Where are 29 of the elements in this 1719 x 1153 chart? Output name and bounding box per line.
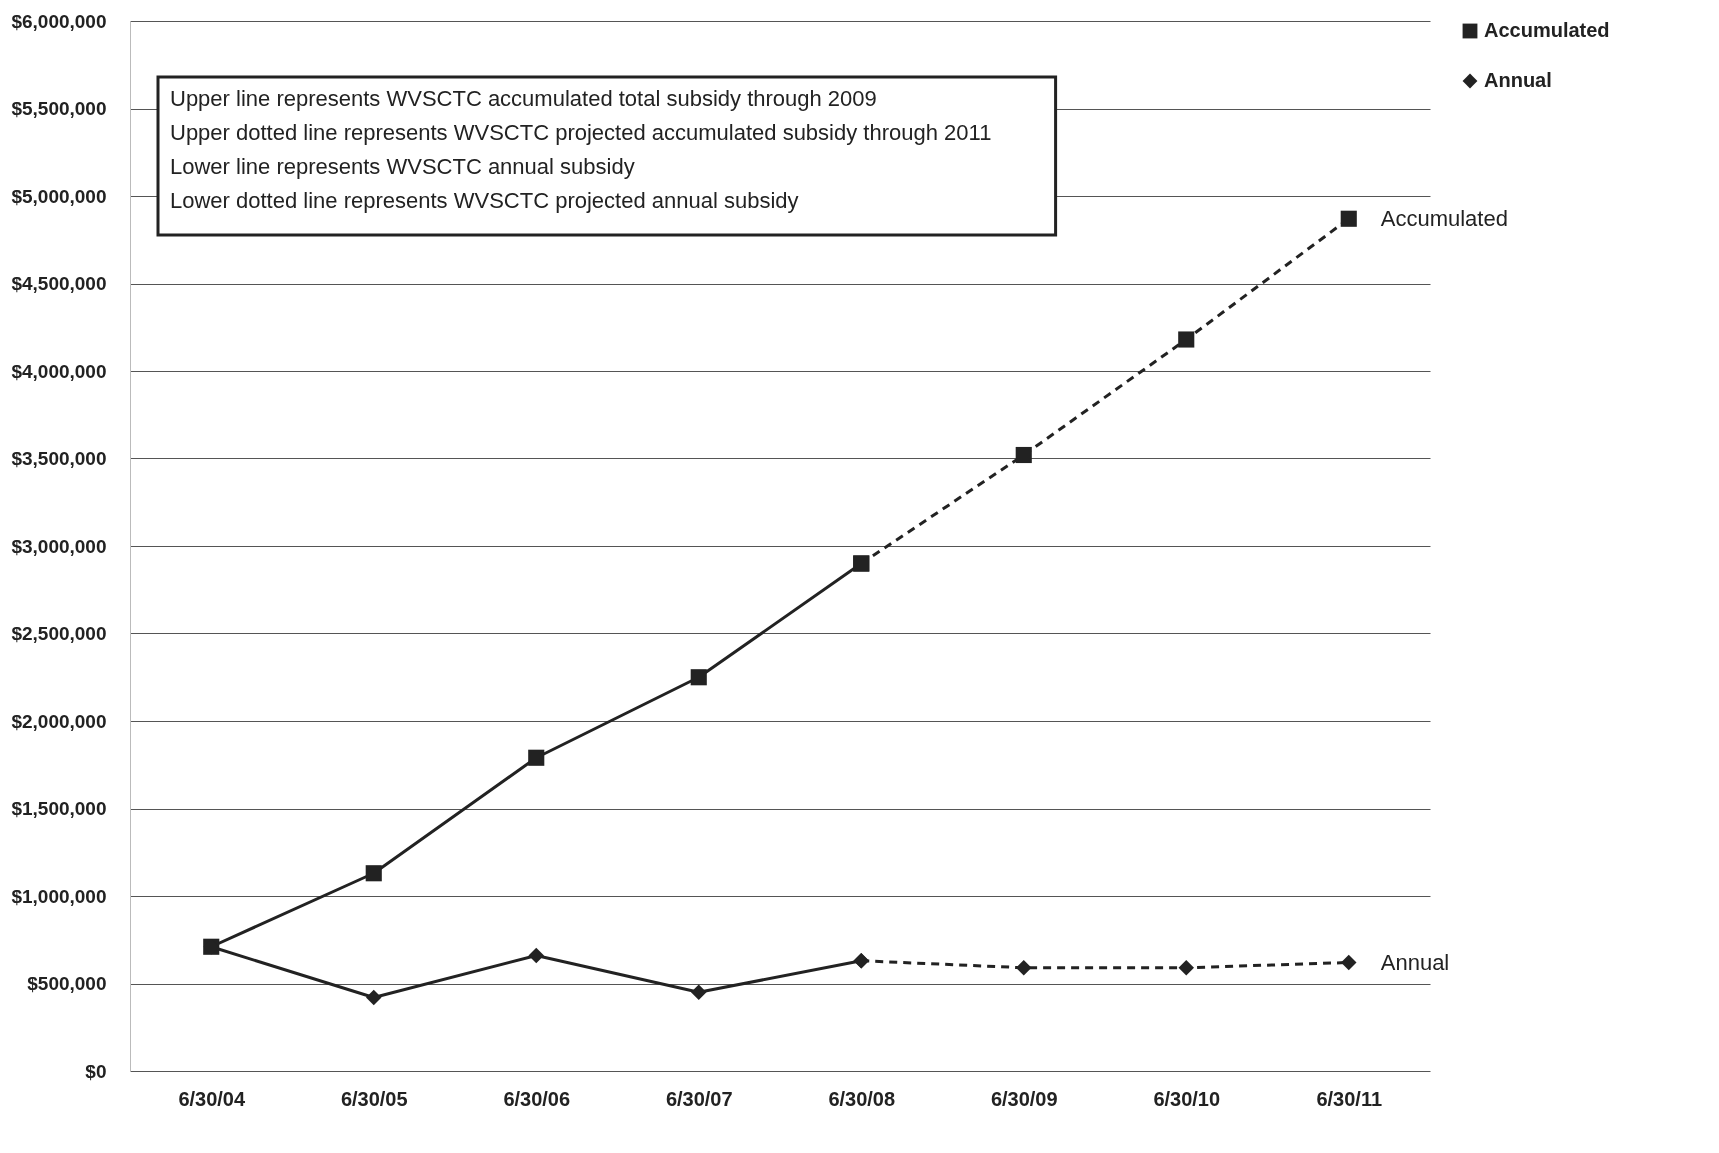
annotation: Lower line represents WVSCTC annual subsidy bbox=[170, 154, 635, 179]
annotation: Accumulated bbox=[1380, 205, 1508, 231]
y-tick-label: $1,500,000 bbox=[11, 798, 107, 819]
annotation: Upper line represents WVSCTC accumulated total subsidy through 2009 bbox=[170, 86, 877, 111]
y-tick-label: $0 bbox=[85, 1060, 107, 1082]
x-tick-label: 6/30/06 bbox=[503, 1087, 571, 1110]
annotation: Annual bbox=[1380, 949, 1450, 975]
x-tick-label: 6/30/07 bbox=[665, 1087, 733, 1110]
legend-label: Annual bbox=[1484, 69, 1552, 91]
y-tick-label: $4,500,000 bbox=[11, 273, 107, 294]
x-tick-label: 6/30/10 bbox=[1153, 1087, 1221, 1110]
x-tick-label: 6/30/08 bbox=[828, 1087, 896, 1110]
y-tick-label: $4,000,000 bbox=[11, 360, 107, 382]
y-tick-label: $5,500,000 bbox=[11, 98, 107, 119]
y-tick-label: $2,500,000 bbox=[11, 623, 107, 644]
x-tick-label: 6/30/09 bbox=[990, 1087, 1058, 1110]
annotation: Upper dotted line represents WVSCTC projected accumulated subsidy through 2011 bbox=[170, 120, 992, 145]
y-tick-label: $5,000,000 bbox=[11, 185, 107, 207]
y-tick-label: $2,000,000 bbox=[11, 710, 107, 732]
x-tick-label: 6/30/11 bbox=[1316, 1087, 1383, 1110]
x-tick-label: 6/30/05 bbox=[340, 1087, 408, 1110]
y-tick-label: $6,000,000 bbox=[11, 10, 107, 32]
y-tick-label: $1,000,000 bbox=[11, 885, 107, 907]
y-tick-label: $3,500,000 bbox=[11, 448, 107, 469]
y-tick-label: $500,000 bbox=[27, 973, 107, 994]
x-tick-label: 6/30/04 bbox=[178, 1087, 246, 1110]
y-tick-label: $3,000,000 bbox=[11, 535, 107, 557]
annotation: Lower dotted line represents WVSCTC projected annual subsidy bbox=[170, 188, 799, 213]
legend-label: Accumulated bbox=[1484, 19, 1610, 41]
